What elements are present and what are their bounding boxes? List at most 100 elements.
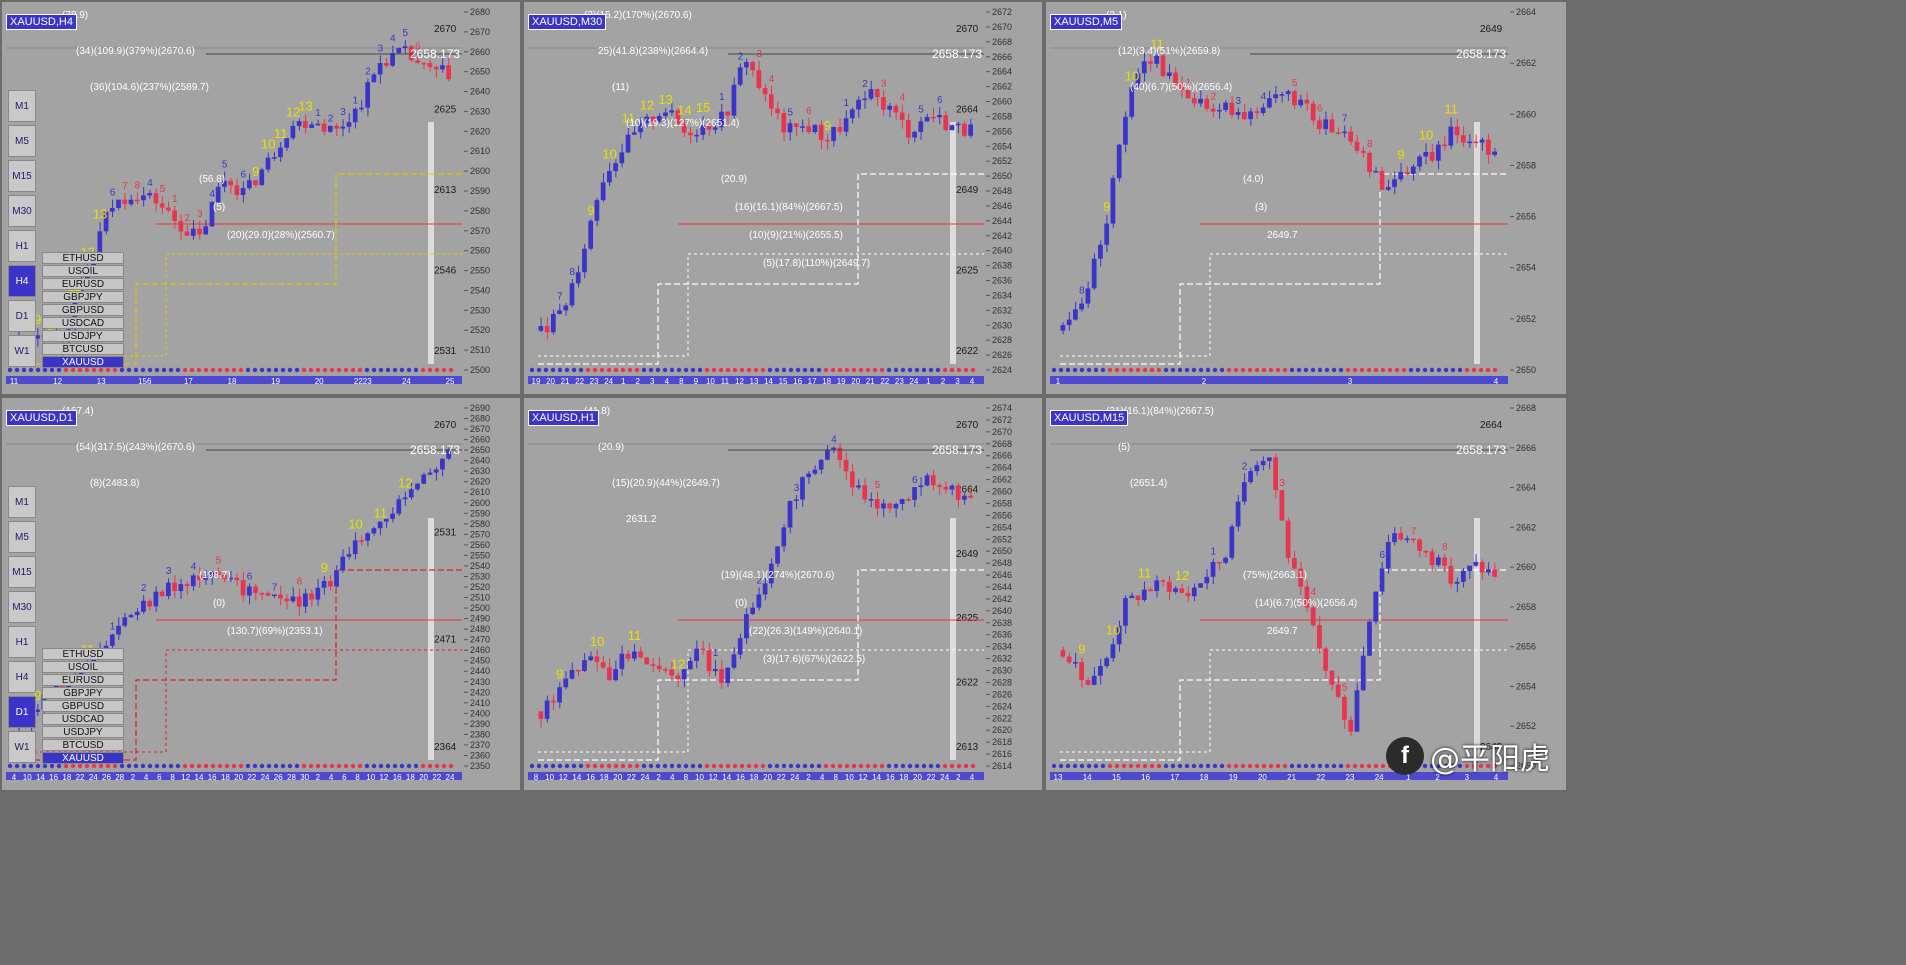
swing-annotation: (3)(17.6)(67%)(2622.5) xyxy=(763,654,865,665)
symbol-button-usdcad[interactable]: USDCAD xyxy=(42,713,124,725)
sequence-count-label: 9 xyxy=(824,118,831,133)
symbol-button-usdjpy[interactable]: USDJPY xyxy=(42,330,124,342)
chart-panel-m15[interactable]: XAUUSD,M15 2668 2666 2664 2662 2660 2658 2656 2… xyxy=(1046,398,1566,790)
candle-body xyxy=(284,138,290,148)
candle-body xyxy=(97,231,103,253)
timeframe-button-m1[interactable]: M1 xyxy=(8,486,36,518)
date-axis-label: 16 xyxy=(1141,773,1150,782)
indicator-dot xyxy=(1114,763,1120,769)
symbol-button-usoil[interactable]: USOIL xyxy=(42,265,124,277)
indicator-dot xyxy=(648,763,654,769)
indicator-dot xyxy=(830,763,836,769)
price-axis-label: 2672 xyxy=(992,415,1012,425)
candle-body xyxy=(290,596,296,602)
indicator-dot xyxy=(858,763,864,769)
price-axis-label: 2632 xyxy=(992,654,1012,664)
timeframe-button-d1[interactable]: D1 xyxy=(8,696,36,728)
indicator-dot xyxy=(1156,763,1162,769)
candle-body xyxy=(1298,568,1304,587)
symbol-button-xauusd[interactable]: XAUUSD xyxy=(42,752,124,764)
candle-body xyxy=(1360,655,1366,691)
price-axis-label: 2630 xyxy=(992,320,1012,330)
candle-body xyxy=(240,188,246,195)
timeframe-button-m30[interactable]: M30 xyxy=(8,195,36,227)
candle-body xyxy=(930,116,936,119)
timeframe-button-d1[interactable]: D1 xyxy=(8,300,36,332)
date-axis-label: 24 xyxy=(89,773,98,782)
timeframe-button-h4[interactable]: H4 xyxy=(8,661,36,693)
candle-body xyxy=(1210,108,1216,112)
symbol-button-usoil[interactable]: USOIL xyxy=(42,661,124,673)
candle-body xyxy=(582,660,587,671)
timeframe-button-m30[interactable]: M30 xyxy=(8,591,36,623)
swing-annotation: (75%)(2663.1) xyxy=(1243,570,1307,581)
chart-panel-m5[interactable]: XAUUSD,M5 2664 2662 2660 2658 2656 2654 2652 26… xyxy=(1046,2,1566,394)
timeframe-button-h1[interactable]: H1 xyxy=(8,626,36,658)
chart-canvas[interactable]: 2664266226602658265626542652265026498910… xyxy=(1046,2,1566,394)
candle-body xyxy=(315,587,321,600)
candle-body xyxy=(1241,482,1247,502)
indicator-dot xyxy=(294,367,300,373)
chart-panel-m30[interactable]: XAUUSD,M30 2672 2670 2668 2666 2664 2662 2660 2… xyxy=(524,2,1042,394)
chart-panel-h1[interactable]: XAUUSD,H1 2674 2672 2670 2668 2666 2664 2662 26… xyxy=(524,398,1042,790)
date-axis-label: 3 xyxy=(955,377,960,386)
candle-body xyxy=(340,556,346,571)
candle-body xyxy=(371,528,377,534)
swing-annotation: (15)(20.9)(44%)(2649.7) xyxy=(612,478,720,489)
candle-body xyxy=(1235,112,1241,115)
symbol-button-btcusd[interactable]: BTCUSD xyxy=(42,343,124,355)
timeframe-button-m15[interactable]: M15 xyxy=(8,556,36,588)
symbol-button-ethusd[interactable]: ETHUSD xyxy=(42,648,124,660)
chart-panel-h4[interactable]: XAUUSD,H4 2680 2670 2660 2650 2640 2630 2620 26… xyxy=(2,2,520,394)
indicator-dot xyxy=(182,763,188,769)
timeframe-button-h1[interactable]: H1 xyxy=(8,230,36,262)
candle-body xyxy=(825,449,830,460)
candle-body xyxy=(1216,561,1222,564)
chart-panel-d1[interactable]: XAUUSD,D1 2690 2680 2670 2660 2650 2640 2630 26… xyxy=(2,398,520,790)
timeframe-button-h4[interactable]: H4 xyxy=(8,265,36,297)
symbol-button-usdcad[interactable]: USDCAD xyxy=(42,317,124,329)
symbol-button-gbpjpy[interactable]: GBPJPY xyxy=(42,291,124,303)
sequence-count-label: 4 xyxy=(147,178,153,189)
price-axis-label: 2634 xyxy=(992,642,1012,652)
indicator-dot xyxy=(259,367,265,373)
indicator-dot xyxy=(872,763,878,769)
price-axis-label: 2660 xyxy=(1516,562,1536,572)
symbol-button-gbpusd[interactable]: GBPUSD xyxy=(42,700,124,712)
candle-body xyxy=(800,477,805,500)
symbol-button-btcusd[interactable]: BTCUSD xyxy=(42,739,124,751)
candle-body xyxy=(141,600,146,612)
candle-body xyxy=(1373,591,1379,622)
chart-canvas[interactable]: 2668266626642662266026582656265426522650… xyxy=(1046,398,1566,790)
chart-canvas[interactable]: 2674267226702668266626642662266026582656… xyxy=(524,398,1042,790)
date-axis-label: 3 xyxy=(650,377,655,386)
symbol-button-gbpjpy[interactable]: GBPJPY xyxy=(42,687,124,699)
level-price-label: 2664 xyxy=(956,484,979,495)
sequence-count-label: 6 xyxy=(912,475,918,486)
indicator-dot xyxy=(1079,763,1085,769)
symbol-button-usdjpy[interactable]: USDJPY xyxy=(42,726,124,738)
symbol-button-eurusd[interactable]: EURUSD xyxy=(42,674,124,686)
chart-canvas[interactable]: 2672267026682666266426622660265826562654… xyxy=(524,2,1042,394)
timeframe-button-m5[interactable]: M5 xyxy=(8,521,36,553)
indicator-dot xyxy=(704,763,710,769)
candle-body xyxy=(153,193,159,204)
symbol-button-ethusd[interactable]: ETHUSD xyxy=(42,252,124,264)
timeframe-button-w1[interactable]: W1 xyxy=(8,731,36,763)
candle-body xyxy=(1342,696,1347,720)
timeframe-button-m5[interactable]: M5 xyxy=(8,125,36,157)
candle-body xyxy=(613,163,618,172)
candle-body xyxy=(116,625,121,635)
date-axis-label: 4 xyxy=(1494,377,1499,386)
indicator-dot xyxy=(63,763,69,769)
indicator-dot xyxy=(970,763,976,769)
timeframe-button-w1[interactable]: W1 xyxy=(8,335,36,367)
symbol-button-eurusd[interactable]: EURUSD xyxy=(42,278,124,290)
symbol-button-xauusd[interactable]: XAUUSD xyxy=(42,356,124,368)
date-axis-label: 4 xyxy=(970,773,975,782)
symbol-button-gbpusd[interactable]: GBPUSD xyxy=(42,304,124,316)
candle-body xyxy=(538,326,544,331)
chart-canvas[interactable]: 2690268026702660265026402630262026102600… xyxy=(2,398,520,790)
timeframe-button-m15[interactable]: M15 xyxy=(8,160,36,192)
timeframe-button-m1[interactable]: M1 xyxy=(8,90,36,122)
